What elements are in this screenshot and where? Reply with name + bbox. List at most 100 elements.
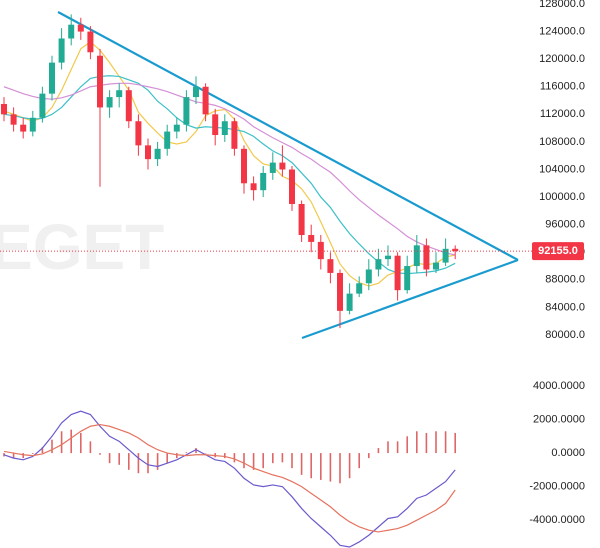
candle-body (356, 283, 363, 294)
histogram-bar (185, 452, 188, 454)
histogram-bar (272, 453, 274, 464)
y-tick-label: -4000.0000 (529, 514, 585, 526)
candle-body (327, 259, 334, 273)
candle-body (346, 293, 353, 311)
indicator-line (3, 410, 456, 548)
candle-body (193, 86, 199, 98)
histogram-bar (233, 453, 236, 463)
candle-body (125, 90, 132, 122)
histogram-bar (204, 453, 207, 454)
candle-body (241, 148, 247, 184)
candle-body (154, 148, 161, 160)
candle-body (173, 124, 180, 132)
candle-body (298, 203, 305, 236)
histogram-bar (300, 453, 303, 475)
histogram-bar (147, 453, 149, 474)
histogram-bar (32, 453, 34, 454)
candle-body (106, 97, 113, 108)
candle-body (212, 114, 219, 136)
histogram-bar (444, 431, 447, 454)
candle-body (260, 172, 267, 191)
y-tick-label: 80000.0 (545, 329, 585, 341)
candle-body (289, 169, 295, 204)
candle-body (221, 121, 228, 136)
histogram-bar (137, 453, 140, 474)
histogram-bar (339, 453, 341, 484)
watermark: EGET (0, 211, 164, 283)
candle-body (58, 38, 65, 63)
candle-body (452, 248, 459, 252)
histogram-bar (310, 453, 312, 479)
candle-body (413, 245, 420, 267)
y-tick-label: 88000.0 (545, 274, 585, 286)
y-tick-label: 96000.0 (545, 219, 585, 231)
histogram-bar (406, 436, 408, 454)
candle-body (442, 248, 449, 263)
histogram-bar (252, 453, 255, 470)
candle-body (375, 259, 382, 270)
histogram-bar (51, 439, 53, 454)
histogram-bar (80, 432, 82, 454)
histogram-bar (425, 432, 428, 454)
histogram-bar (348, 453, 351, 479)
histogram-bar (166, 453, 168, 464)
histogram-bar (41, 447, 44, 454)
histogram-bar (243, 453, 245, 469)
current-price-label: 92155.0 (538, 245, 578, 257)
y-tick-label: 0.0000 (551, 447, 585, 459)
y-tick-label: 4000.0000 (533, 380, 585, 392)
y-tick-label: 104000.0 (539, 163, 585, 175)
candle-body (317, 241, 324, 260)
y-tick-label: 84000.0 (545, 301, 585, 313)
candle-body (145, 145, 151, 160)
histogram-bar (329, 453, 332, 482)
histogram-bar (128, 453, 130, 470)
candle-body (231, 121, 238, 149)
indicator-line (3, 423, 456, 533)
candle-body (68, 24, 75, 39)
histogram-bar (358, 453, 360, 469)
candle-body (77, 24, 84, 32)
candle-body (1, 103, 7, 115)
histogram-bar (262, 453, 264, 469)
indicator-line (3, 82, 456, 256)
trend-line-lower (301, 258, 519, 340)
histogram-bar (320, 453, 322, 480)
candle-body (87, 31, 94, 53)
candle-body (29, 117, 36, 132)
histogram-bar (368, 453, 370, 459)
histogram-bar (156, 453, 159, 470)
candle-body (279, 162, 286, 170)
candle-body (20, 124, 27, 132)
current-price-box (532, 242, 584, 261)
histogram-bar (89, 441, 92, 454)
candle-body (250, 183, 257, 191)
candle-body (337, 272, 343, 311)
indicator-line (3, 41, 456, 287)
y-tick-label: 116000.0 (540, 81, 585, 93)
candle-body (164, 131, 171, 149)
histogram-bar (435, 431, 437, 454)
candle-body (423, 245, 430, 270)
candle-body (116, 90, 123, 98)
candle-body (135, 121, 142, 146)
histogram-bar (22, 453, 24, 459)
histogram-bar (12, 453, 15, 459)
candle-body (269, 162, 276, 173)
candle-body (433, 262, 439, 270)
y-tick-label: 2000.0000 (533, 413, 585, 425)
histogram-bar (454, 432, 456, 454)
candle-body (394, 255, 401, 291)
candle-body (39, 93, 46, 118)
y-tick-label: 128000.0 (539, 0, 585, 10)
y-tick-label: 100000.0 (539, 191, 585, 203)
histogram-bar (195, 448, 197, 454)
y-tick-label: 108000.0 (539, 136, 585, 148)
y-tick-label: 124000.0 (539, 25, 585, 37)
candle-body (202, 86, 209, 115)
candle-body (404, 266, 411, 291)
candle-body (49, 62, 55, 94)
candle-body (97, 55, 103, 108)
